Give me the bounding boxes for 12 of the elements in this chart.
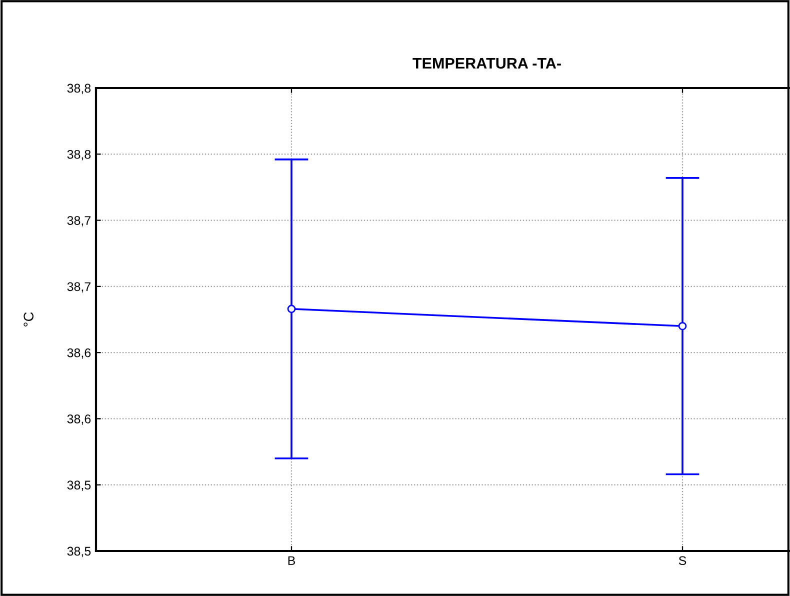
y-tick-label: 38,7 [67, 216, 91, 226]
y-tick-label: 38,5 [67, 480, 91, 491]
x-tick-label: S [678, 556, 686, 566]
y-tick-label: 38,7 [67, 282, 91, 293]
y-tick-label: 38,8 [67, 150, 91, 160]
y-axis-title: °C [24, 312, 34, 326]
y-tick-label: 38,8 [67, 84, 91, 94]
y-tick-label: 38,5 [67, 546, 91, 558]
x-tick-label: B [288, 556, 296, 565]
y-tick-label: 38,6 [67, 414, 91, 425]
chart-title: TEMPERATURA -TA- [412, 58, 561, 69]
y-tick-label: 38,6 [67, 348, 91, 359]
